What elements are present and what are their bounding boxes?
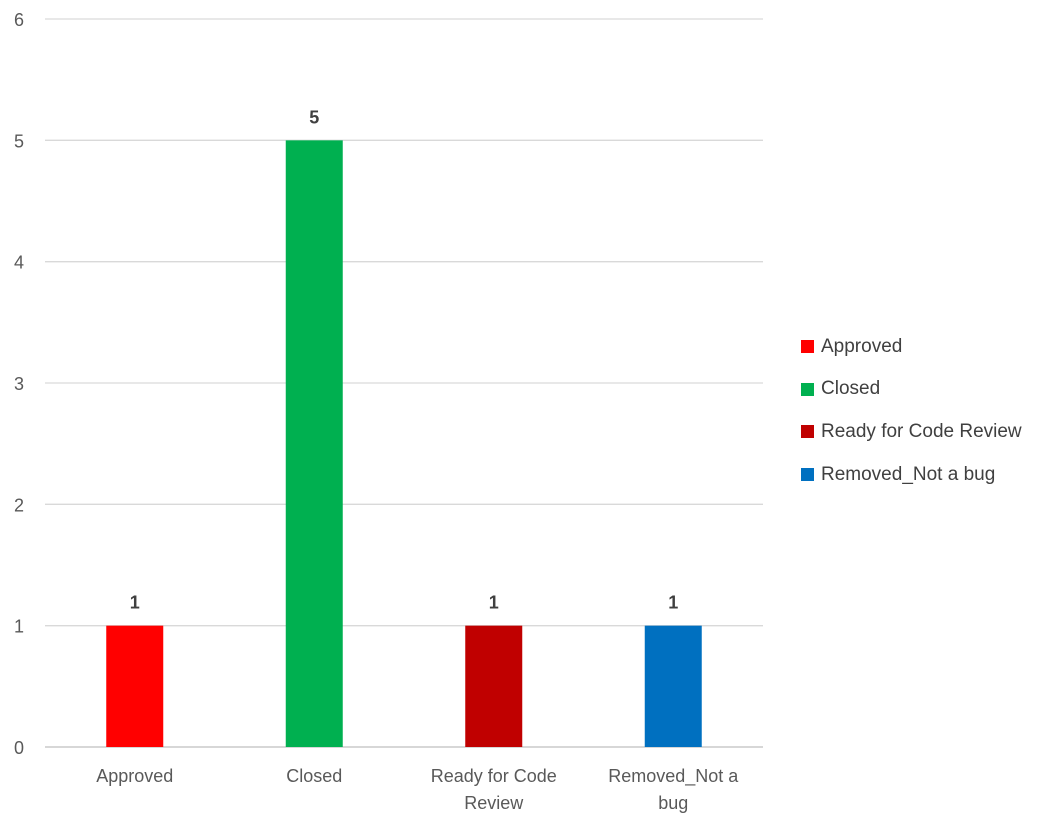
chart-legend: Approved Closed Ready for Code Review Re… [801,335,1022,506]
bar-closed [286,140,343,747]
y-tick-label-0: 0 [14,738,24,758]
data-label-ready-for-code-review: 1 [489,593,499,613]
data-label-approved: 1 [130,593,140,613]
bar-ready-for-code-review [465,626,522,747]
bar-approved [106,626,163,747]
y-tick-label-6: 6 [14,10,24,30]
x-tick-label-line: Review [464,793,524,813]
data-label-removed-not-a-bug: 1 [668,593,678,613]
x-tick-label-line: Closed [286,766,342,786]
legend-label-ready-for-code-review: Ready for Code Review [821,421,1022,443]
legend-swatch-removed-not-a-bug [801,468,814,481]
data-label-closed: 5 [309,107,319,127]
legend-item-approved: Approved [801,335,1022,358]
x-tick-label-approved: Approved [96,766,173,786]
x-tick-label-ready-for-code-review: Ready for Code Review [431,766,557,813]
legend-item-ready-for-code-review: Ready for Code Review [801,420,1022,443]
legend-label-removed-not-a-bug: Removed_Not a bug [821,464,995,486]
legend-swatch-approved [801,340,814,353]
y-tick-label-3: 3 [14,374,24,394]
x-tick-label-line: bug [658,793,688,813]
legend-swatch-closed [801,383,814,396]
legend-label-approved: Approved [821,336,902,358]
legend-item-removed-not-a-bug: Removed_Not a bug [801,463,1022,486]
x-tick-label-removed-not-a-bug: Removed_Not a bug [608,766,739,813]
y-tick-label-1: 1 [14,617,24,637]
legend-swatch-ready-for-code-review [801,425,814,438]
bar-removed-not-a-bug [645,626,702,747]
x-tick-label-line: Approved [96,766,173,786]
y-tick-label-4: 4 [14,253,24,273]
x-tick-label-closed: Closed [286,766,342,786]
legend-label-closed: Closed [821,378,880,400]
y-tick-label-2: 2 [14,495,24,515]
legend-item-closed: Closed [801,378,1022,401]
x-tick-label-line: Ready for Code [431,766,557,786]
y-tick-label-5: 5 [14,131,24,151]
x-tick-label-line: Removed_Not a [608,766,739,787]
